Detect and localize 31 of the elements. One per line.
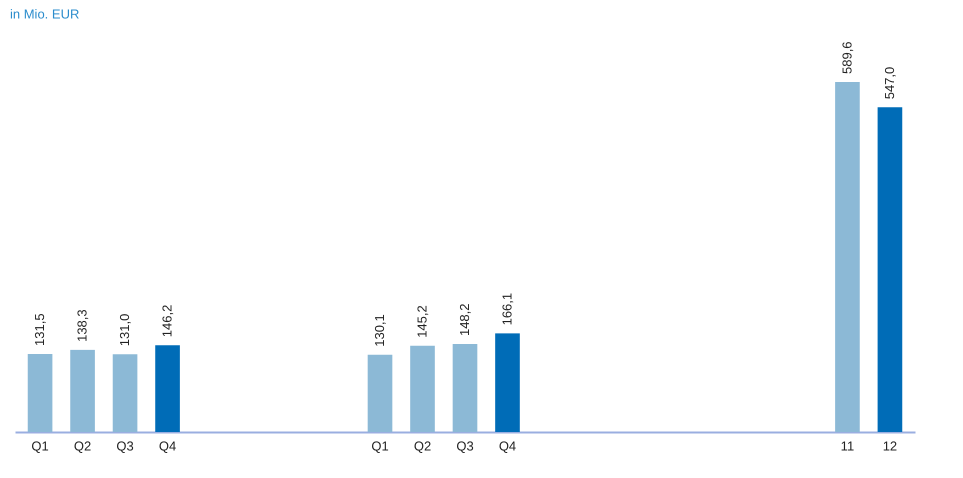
data-label: 138,3 [74,309,90,342]
data-label: 145,2 [414,305,430,338]
bar [878,107,902,432]
bar [835,82,860,432]
x-tick-label: 11 [840,438,854,454]
x-tick-label: Q4 [498,438,516,454]
x-tick-label: Q4 [158,438,176,454]
bar [452,344,478,432]
data-label: 146,2 [160,304,175,338]
data-label: 166,1 [499,292,514,326]
bar [112,354,138,432]
data-label: 131,5 [32,313,48,346]
data-label: 148,2 [457,303,472,336]
data-label: 131,0 [117,314,132,346]
bar [495,333,520,432]
x-tick-label: Q1 [31,438,49,454]
data-label: 589,6 [839,41,854,74]
x-tick-label: Q3 [456,438,474,454]
bar [28,354,52,432]
bar [70,350,95,432]
bar [155,345,180,432]
y-axis-title: in Mio. EUR [10,6,80,22]
x-tick-label: Q3 [116,438,134,454]
x-tick-label: Q1 [371,438,389,454]
x-tick-label: Q2 [414,438,432,454]
bar [368,354,392,432]
data-label: 547,0 [882,66,897,100]
x-tick-label: 12 [882,438,898,454]
x-tick-label: Q2 [74,438,92,454]
bar [410,346,435,432]
data-label: 130,1 [372,314,388,347]
